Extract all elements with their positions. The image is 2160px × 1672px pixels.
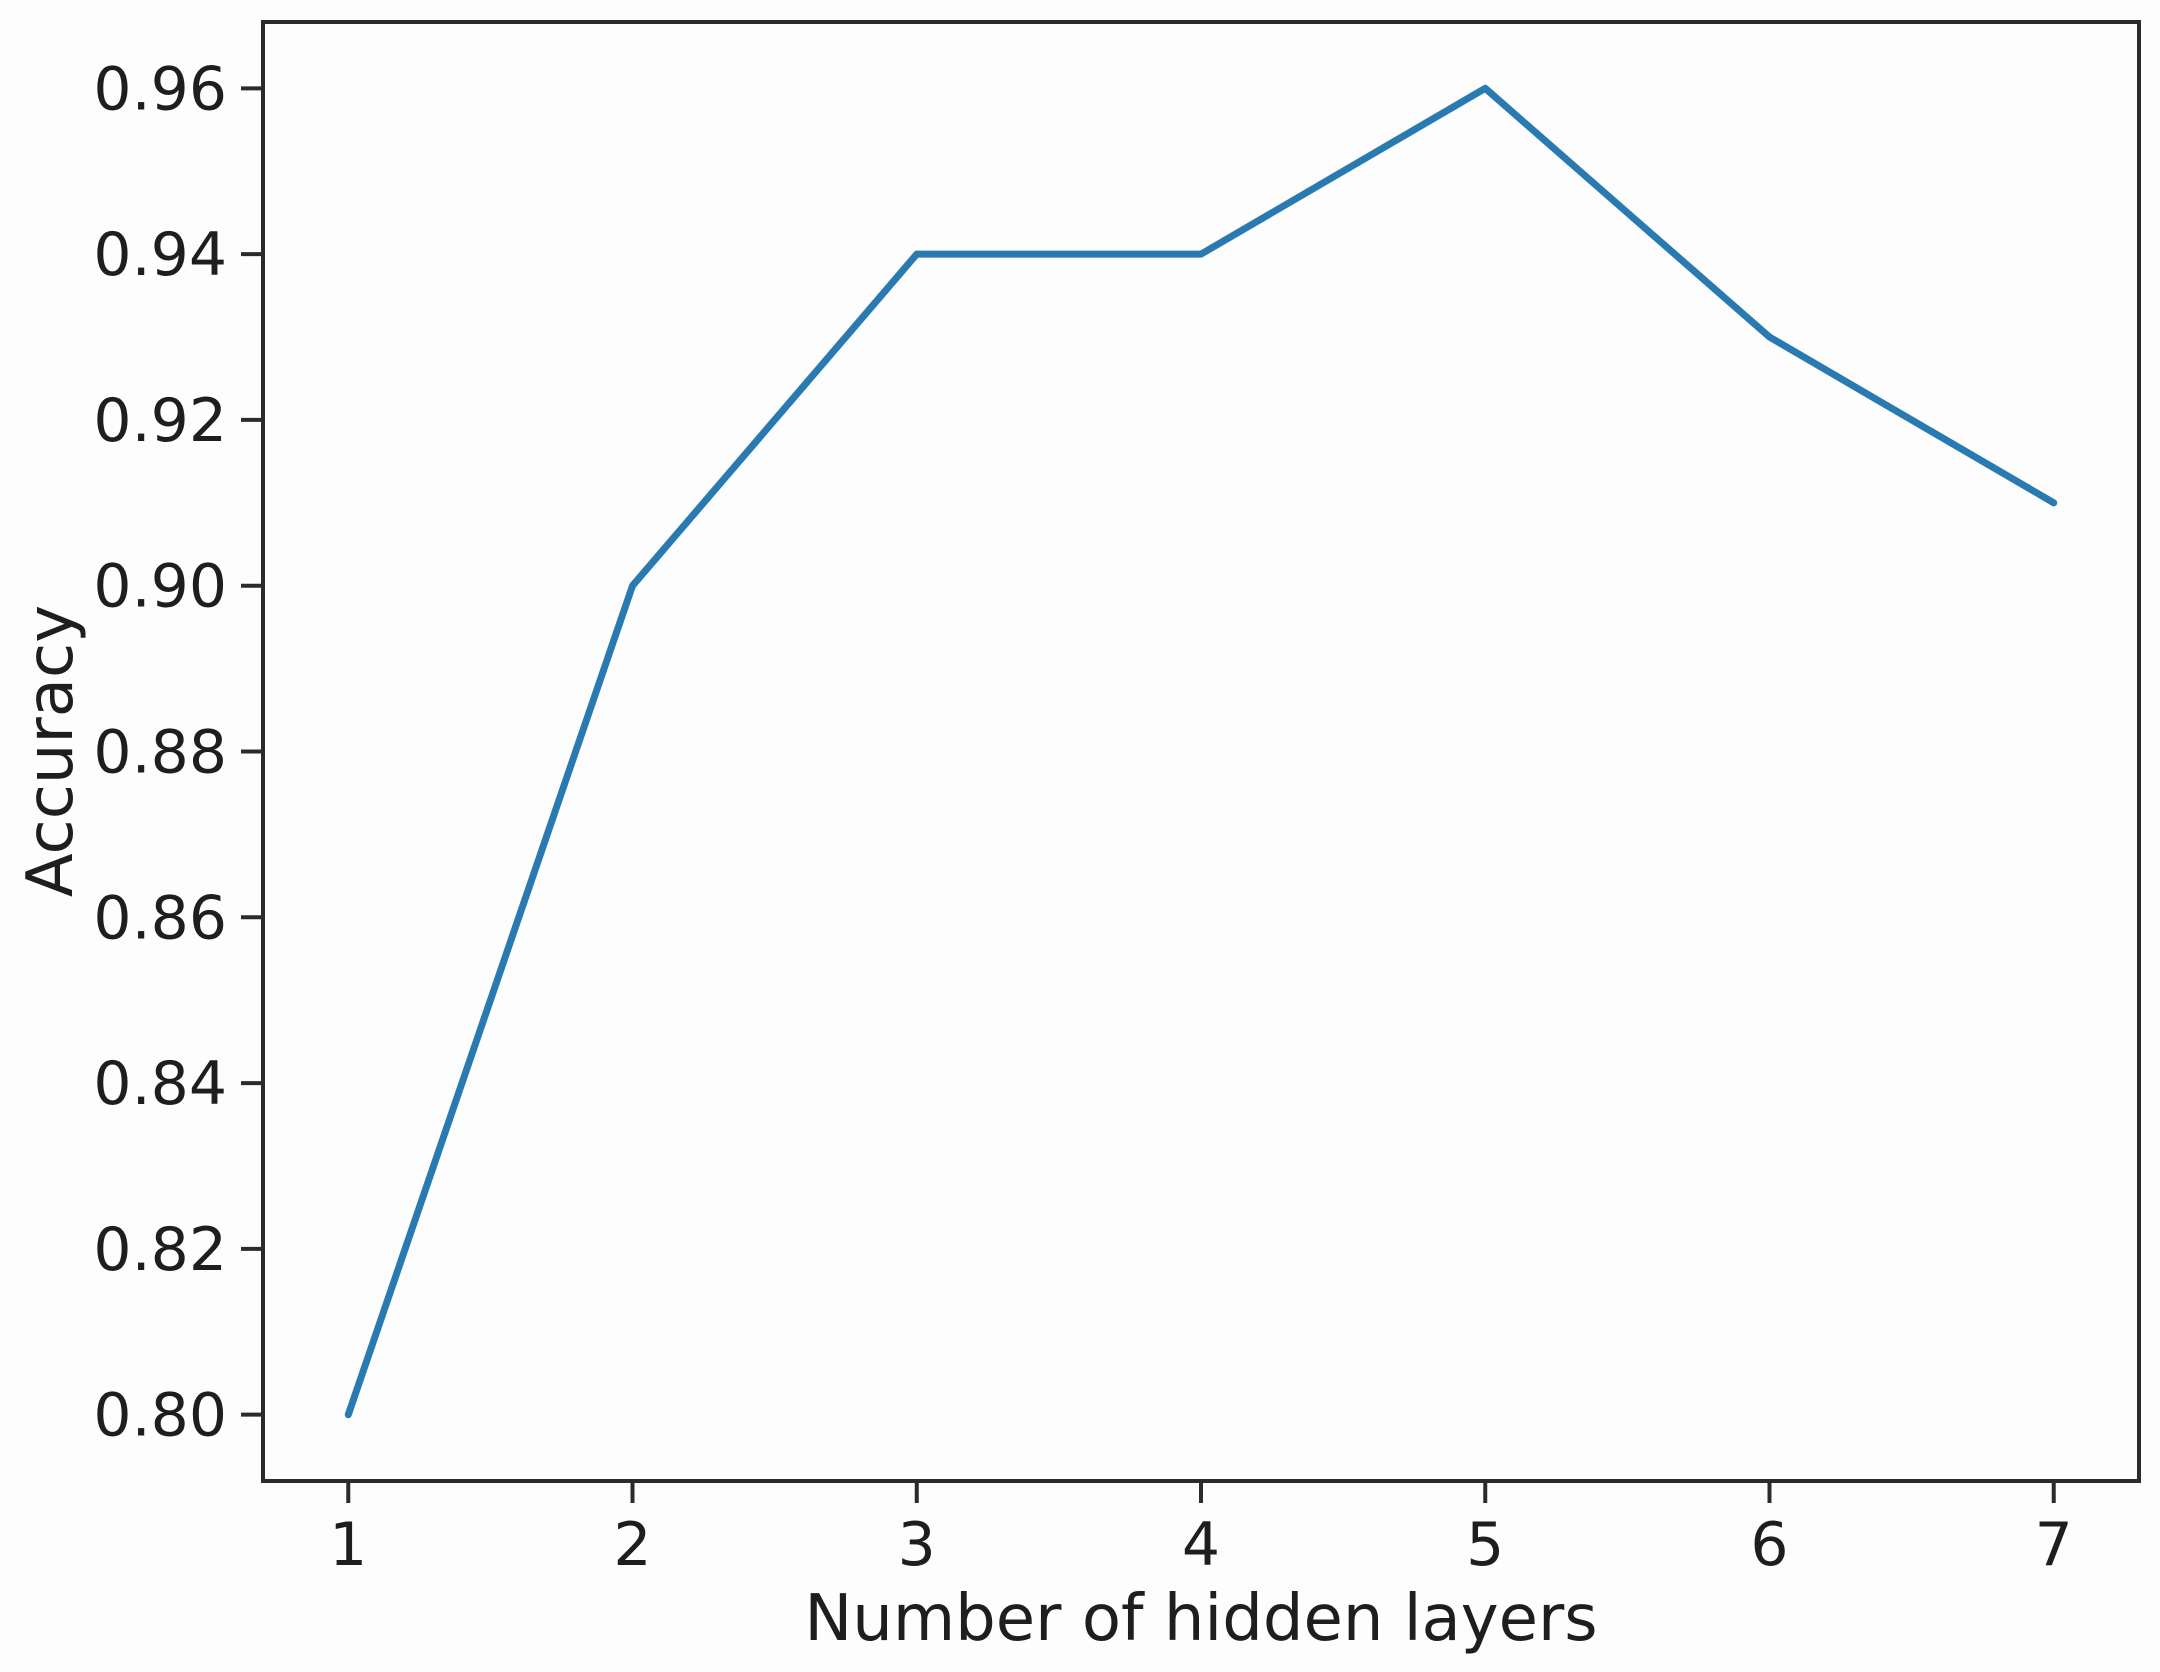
x-axis-tick-label: 6 [1750,1510,1788,1580]
accuracy-line [344,84,2058,1419]
y-axis-tick-label: 0.88 [93,718,227,788]
plot-border [261,20,2141,1483]
y-axis-tick-label: 0.94 [93,220,227,290]
x-axis-tick-label: 1 [329,1510,367,1580]
x-axis-tick-label: 2 [613,1510,651,1580]
y-axis-tick-label: 0.82 [93,1215,227,1285]
y-axis-tick-label: 0.80 [93,1381,227,1451]
y-axis-tick-label: 0.90 [93,552,227,622]
x-axis-tick-label: 4 [1182,1510,1220,1580]
x-axis-label: Number of hidden layers [804,1582,1597,1656]
y-axis-tick-label: 0.92 [93,386,227,456]
y-axis-tick-label: 0.84 [93,1049,227,1119]
x-axis-tick-label: 3 [898,1510,936,1580]
x-axis-tick-label: 7 [2035,1510,2073,1580]
y-axis-tick-label: 0.86 [93,883,227,953]
x-axis-tick-label: 5 [1466,1510,1504,1580]
y-axis-label: Accuracy [14,605,88,897]
y-axis-tick-label: 0.96 [93,54,227,124]
